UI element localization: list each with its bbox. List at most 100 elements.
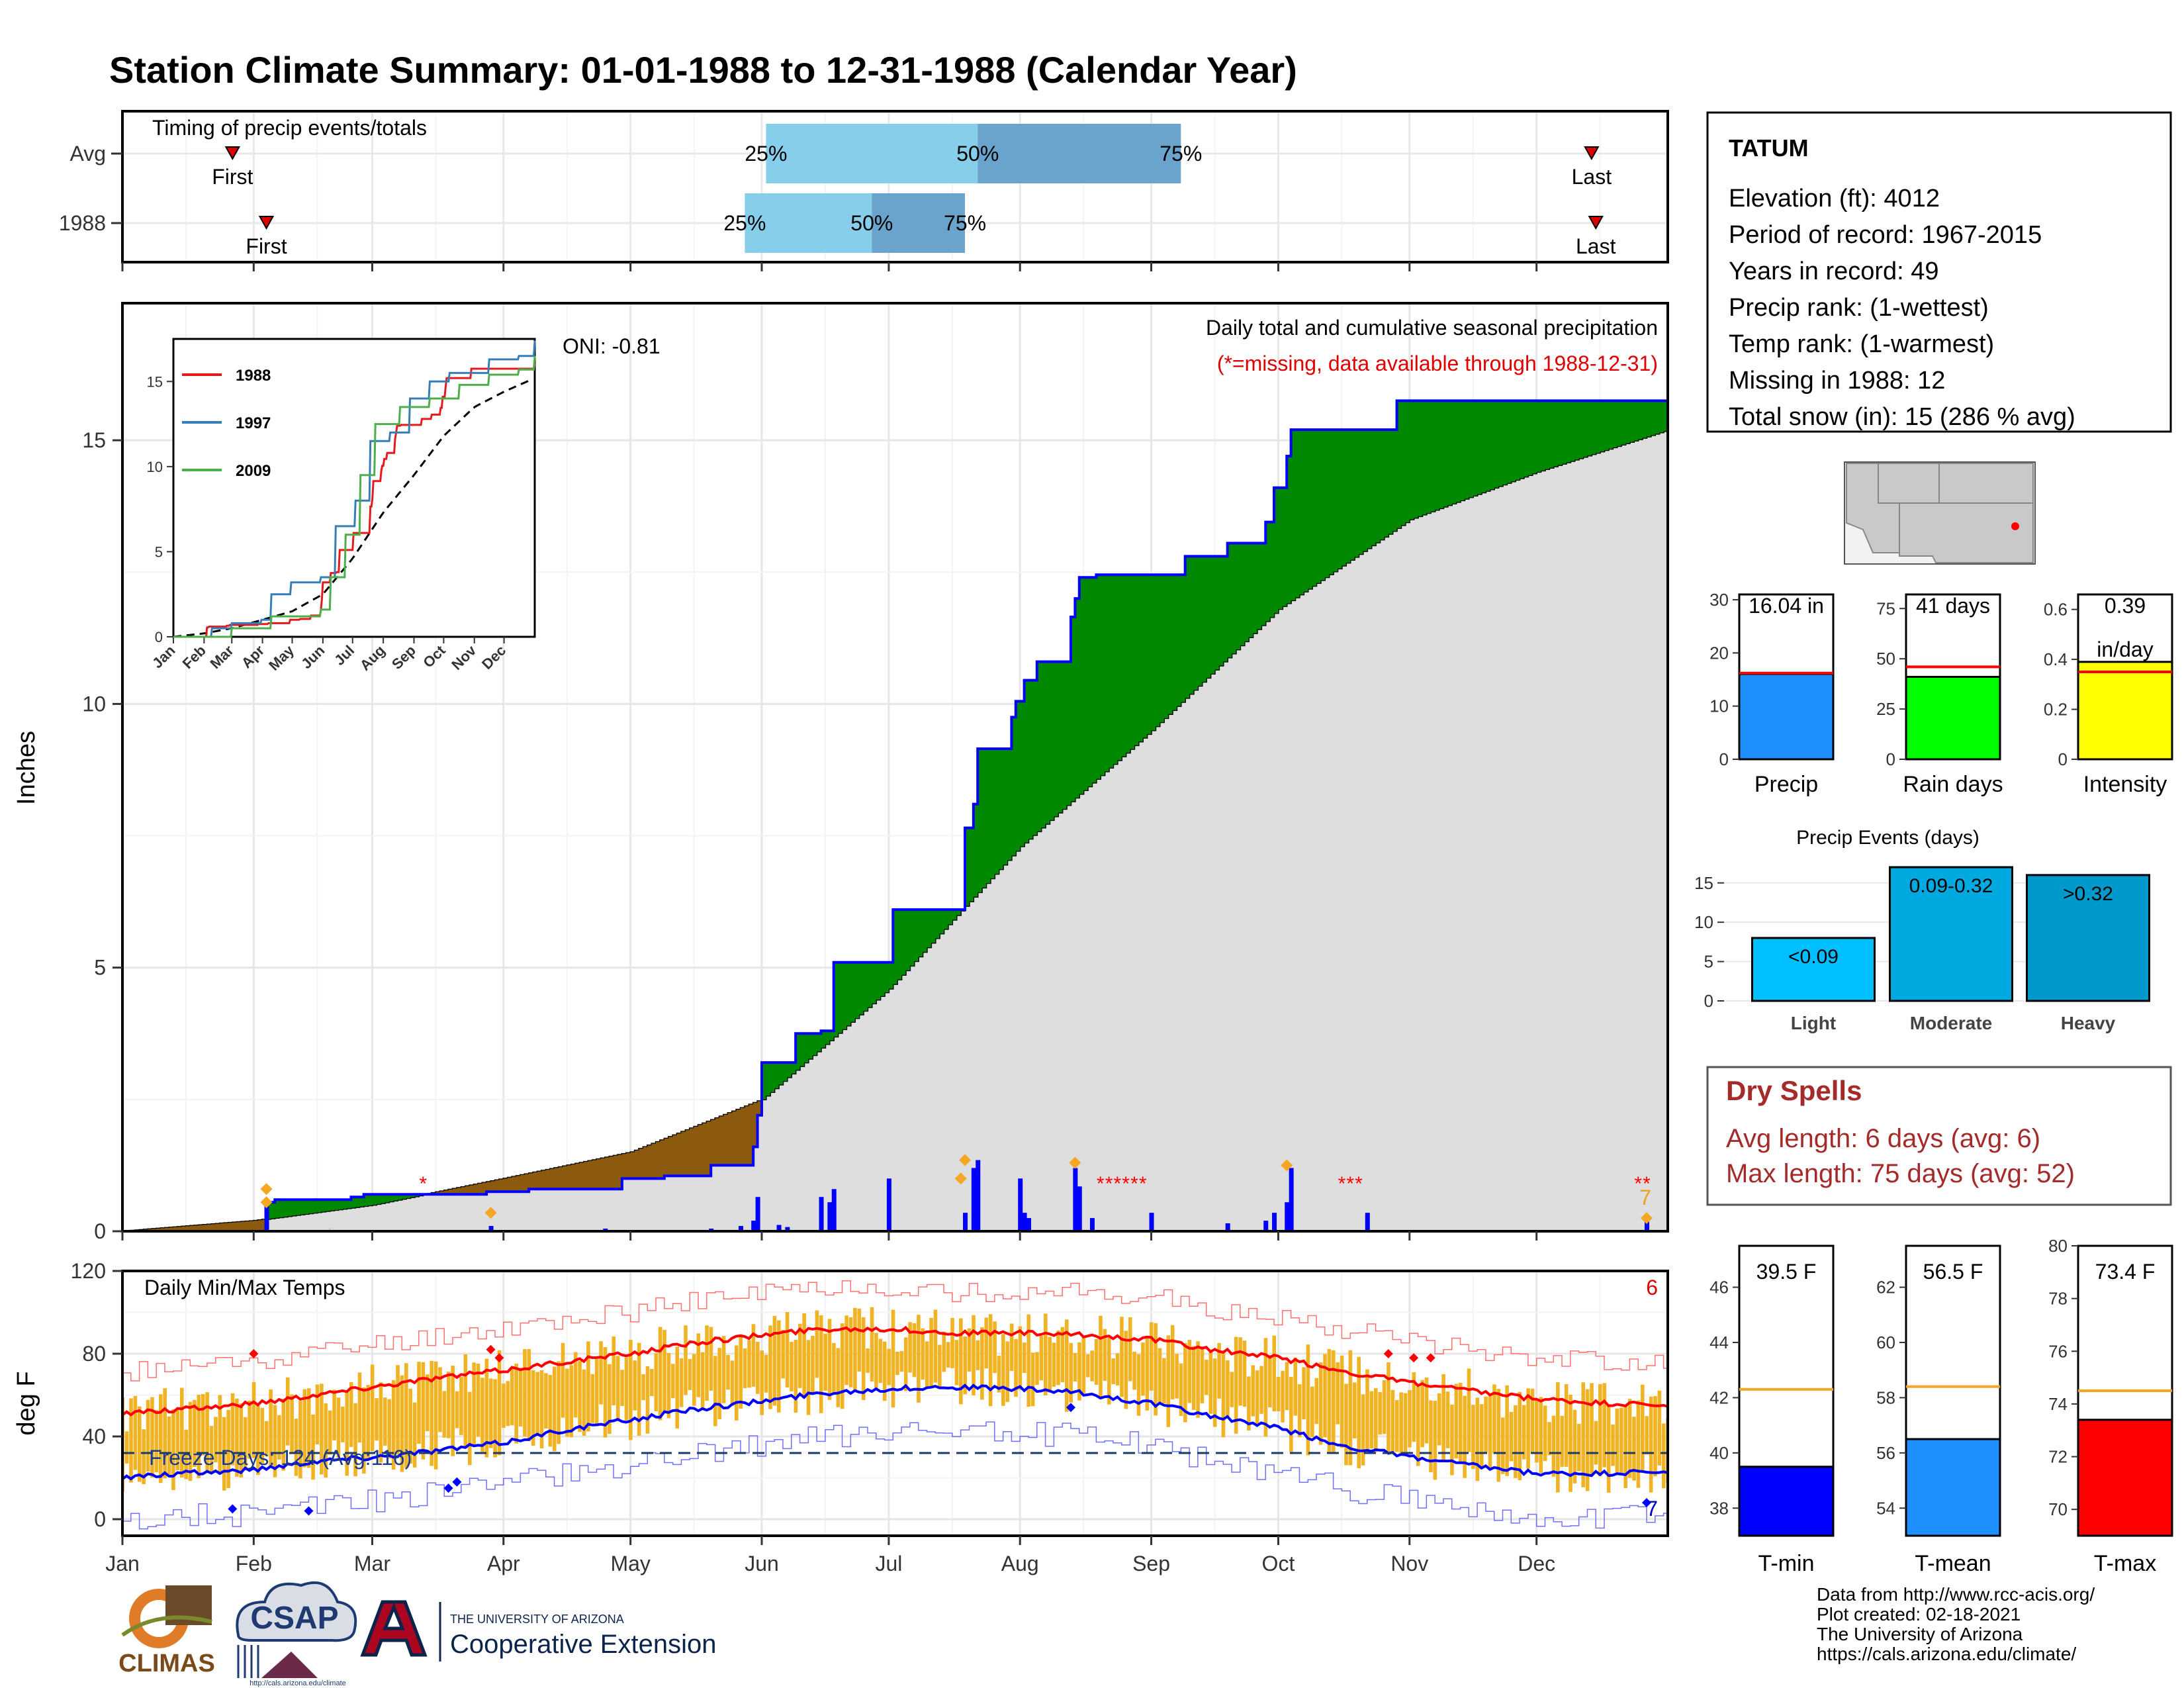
summary-bar-label: Intensity (2083, 772, 2167, 797)
daily-temp-bar (590, 1374, 595, 1423)
daily-temp-bar (1251, 1365, 1255, 1417)
missing-data-star: * (1097, 1173, 1105, 1195)
daily-temp-bar (1394, 1400, 1399, 1452)
daily-temp-bar (1340, 1355, 1344, 1448)
daily-precip-bar (1263, 1221, 1269, 1231)
daily-temp-bar (1044, 1313, 1048, 1396)
daily-temp-bar (129, 1398, 133, 1483)
temp-bar-value: 39.5 F (1756, 1260, 1817, 1284)
daily-temp-bar (1632, 1417, 1636, 1481)
missing-data-star: * (1338, 1173, 1346, 1195)
daily-temp-bar (273, 1405, 277, 1477)
precip-areas (122, 384, 1668, 1231)
record-low-marker (1066, 1403, 1075, 1413)
daily-precip-bar (1089, 1218, 1095, 1231)
csap-url: http://cals.arizona.edu/climate (250, 1679, 346, 1687)
daily-temp-bar (819, 1315, 823, 1413)
ua-block-a (360, 1600, 428, 1657)
missing-data-star: * (1105, 1173, 1113, 1195)
daily-temp-bar (1526, 1388, 1530, 1469)
station-location-marker (2011, 522, 2019, 530)
daily-temp-bar (506, 1381, 510, 1427)
summary-bar-y-tick-label: 50 (1876, 649, 1895, 669)
daily-temp-bar (743, 1348, 747, 1389)
summary-bar-y-tick-label: 25 (1876, 699, 1895, 719)
temp-y-tick-label: 120 (71, 1259, 106, 1283)
snow-marker: * (326, 1224, 334, 1244)
daily-temp-bar (404, 1363, 408, 1468)
daily-temp-bar (586, 1341, 590, 1432)
daily-temp-bar (866, 1348, 870, 1373)
daily-temp-bar (874, 1333, 878, 1390)
daily-temp-bar (1496, 1389, 1501, 1482)
precip-header: Daily total and cumulative seasonal prec… (1206, 316, 1658, 340)
daily-temp-bar (1124, 1331, 1128, 1409)
events-y-tick-label: 0 (1704, 991, 1713, 1011)
timing-row-labels: Avg 1988 (59, 142, 122, 235)
daily-temp-bar (1657, 1390, 1662, 1466)
daily-temp-bar (1136, 1354, 1141, 1416)
csap-rain-lines (237, 1645, 259, 1678)
daily-temp-bar (137, 1406, 142, 1482)
daily-temp-bar (1268, 1354, 1272, 1408)
daily-temp-bar (230, 1393, 235, 1466)
events-bar (1889, 866, 2013, 1002)
daily-temp-bar (430, 1360, 433, 1466)
daily-temp-bar (891, 1309, 895, 1408)
precip-events-chart: Precip Events (days) 0 5 10 15 <0.09 Light 0.09… (1694, 827, 2150, 1033)
daily-temp-bar (1484, 1396, 1488, 1452)
daily-temp-bar (1458, 1382, 1463, 1464)
record-high-marker (486, 1344, 496, 1354)
inset-series-1997 (173, 340, 536, 638)
daily-temp-bar (1556, 1382, 1560, 1493)
daily-temp-bar (1323, 1354, 1327, 1438)
daily-temp-bar (1420, 1380, 1424, 1448)
daily-temp-bar (209, 1426, 214, 1473)
daily-temp-bar (133, 1395, 138, 1470)
daily-temp-bar (1085, 1354, 1090, 1378)
daily-temp-bar (1158, 1348, 1162, 1405)
daily-temp-bar (370, 1364, 375, 1451)
inset-y-tick-label: 5 (155, 543, 163, 560)
temp-y-axis: 0 40 80 120 (71, 1259, 122, 1531)
timing-bars: 25% 50% 75% First Last 25% 50% 75% First Last (212, 124, 1616, 258)
summary-bar-y-tick-label: 10 (1709, 696, 1729, 716)
daily-temp-bar (629, 1340, 633, 1440)
daily-temp-bar (1179, 1363, 1183, 1417)
temp-bar-y-tick-label: 76 (2048, 1341, 2068, 1361)
temp-bar-y-tick-label: 46 (1709, 1278, 1729, 1297)
missing-data-star: * (1130, 1173, 1138, 1195)
inset-y-tick-label: 15 (147, 373, 163, 390)
events-bar-label: Heavy (2061, 1013, 2116, 1033)
daily-temp-bar (612, 1336, 616, 1405)
daily-temp-bar (1416, 1386, 1420, 1466)
daily-temp-bar (557, 1361, 561, 1444)
daily-temp-bar (764, 1354, 768, 1393)
station-detail-line: Elevation (ft): 4012 (1729, 185, 1940, 212)
daily-temp-bar (561, 1342, 565, 1418)
summary-bar-y-tick-label: 20 (1709, 643, 1729, 663)
daily-temp-bar (455, 1391, 459, 1429)
daily-temp-bar (1514, 1405, 1518, 1478)
temp-bar-y-tick-label: 54 (1876, 1498, 1895, 1518)
daily-temp-bar (1175, 1354, 1179, 1399)
daily-temp-bar (1662, 1423, 1666, 1489)
daily-precip-bar (488, 1226, 494, 1231)
temp-count-bottom: 7 (1646, 1497, 1658, 1521)
dry-spells-max: Max length: 75 days (avg: 52) (1726, 1159, 2075, 1188)
daily-temp-bar (1149, 1322, 1154, 1391)
daily-temp-bar (1353, 1382, 1357, 1438)
daily-temp-bar (493, 1379, 497, 1458)
summary-bar-y-tick-label: 0.2 (2044, 700, 2068, 720)
temp-bar-y-tick-label: 70 (2048, 1499, 2068, 1519)
daily-temp-bar (1242, 1340, 1247, 1407)
daily-temp-bar (175, 1410, 180, 1470)
daily-temp-bar (1500, 1417, 1505, 1474)
daily-temp-bar (476, 1364, 480, 1437)
daily-temp-bar (836, 1348, 841, 1407)
daily-temp-bar (895, 1351, 899, 1376)
record-low-marker (304, 1506, 314, 1516)
daily-temp-bar (539, 1370, 544, 1449)
climas-swoosh (121, 1615, 212, 1637)
daily-precip-bar (1285, 1202, 1290, 1231)
